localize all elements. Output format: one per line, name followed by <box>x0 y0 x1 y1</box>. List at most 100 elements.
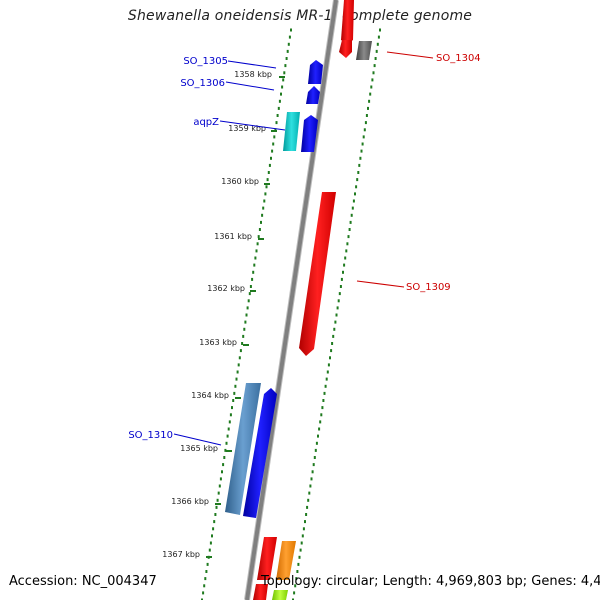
guide-dot <box>252 270 255 274</box>
map-title: Shewanella oneidensis MR-1, complete gen… <box>127 8 473 24</box>
tick-label-1362: 1362 kbp <box>207 284 245 293</box>
guide-dot <box>280 92 282 96</box>
guide-dot <box>233 391 236 395</box>
guide-dot <box>330 349 333 353</box>
guide-dot <box>268 163 271 167</box>
guide-dot <box>228 420 231 424</box>
guide-dot <box>277 106 280 110</box>
guide-dot <box>371 78 374 82</box>
guide-dot <box>377 35 380 39</box>
guide-dot <box>332 334 335 338</box>
guide-dot <box>320 413 323 417</box>
guide-dot <box>324 384 327 388</box>
guide-dot <box>287 42 290 46</box>
guide-dot <box>363 128 366 132</box>
guide-dot <box>237 363 240 367</box>
gene-SO_1304 <box>356 41 372 60</box>
guide-dot <box>212 527 215 531</box>
tick-1362: 1362 kbp <box>207 284 256 293</box>
label-SO_1305: SO_1305 <box>183 56 228 67</box>
guide-dot <box>329 356 331 360</box>
gene-blue-SO_1310-neighbor <box>243 388 277 518</box>
tick-1363: 1363 kbp <box>199 338 249 347</box>
tick-label-1366: 1366 kbp <box>171 497 209 506</box>
guide-dot <box>201 598 203 600</box>
guide-dot <box>222 463 225 467</box>
guide-dot <box>310 477 313 481</box>
tick-1361: 1361 kbp <box>214 232 264 241</box>
guide-dot <box>274 128 277 132</box>
guide-dot <box>344 256 347 260</box>
guide-dot <box>299 548 302 552</box>
guide-dot <box>251 277 254 281</box>
guide-dot <box>297 562 300 566</box>
topology-text: Topology: circular; Length: 4,969,803 bp… <box>261 574 600 589</box>
guide-dot <box>307 498 310 502</box>
guide-dot <box>217 491 220 495</box>
gene-SO_1310 <box>225 383 261 515</box>
gene-red-top <box>341 0 354 44</box>
guide-dot <box>244 320 247 324</box>
guide-dot <box>286 49 289 53</box>
guide-dot <box>239 349 242 353</box>
guide-dot <box>311 470 314 474</box>
gene-red-top-2 <box>339 40 352 58</box>
guide-dot <box>234 384 237 388</box>
tick-label-1358: 1358 kbp <box>234 70 272 79</box>
label-SO_1309: SO_1309 <box>406 282 451 293</box>
guide-dot <box>313 456 316 459</box>
guide-dot <box>281 85 284 89</box>
guide-dot <box>292 598 294 600</box>
guide-dot <box>203 584 206 588</box>
guide-dot <box>256 242 259 246</box>
guide-dot <box>338 292 341 296</box>
guide-dot <box>294 584 297 588</box>
guide-dot <box>257 235 260 239</box>
guide-dot <box>241 342 244 345</box>
guide-dot <box>205 570 208 573</box>
left-dotted-guide <box>201 28 292 600</box>
guide-dot <box>263 199 266 203</box>
guide-dot <box>323 391 326 395</box>
guide-dot <box>275 121 278 125</box>
guide-dot <box>334 320 337 324</box>
guide-dot <box>333 327 336 331</box>
guide-dot <box>356 178 359 182</box>
tick-1366: 1366 kbp <box>171 497 221 506</box>
guide-dot <box>255 249 258 253</box>
guide-dot <box>216 498 219 502</box>
guide-dot <box>260 220 262 224</box>
guide-dot <box>373 64 376 68</box>
guide-dot <box>340 277 343 281</box>
guide-dot <box>226 434 229 438</box>
guide-dot <box>315 441 318 445</box>
guide-dot <box>312 463 315 467</box>
tick-1360: 1360 kbp <box>221 177 270 186</box>
gene-SO_1306 <box>306 86 320 104</box>
guide-dot <box>270 156 272 160</box>
guide-dot <box>221 470 223 474</box>
gene-labels: SO_1305 SO_1306 aqpZ SO_1310 SO_1304 SO_… <box>128 51 481 446</box>
guide-dot <box>351 206 354 210</box>
guide-dot <box>349 220 352 224</box>
right-dotted-guide <box>292 28 381 600</box>
guide-dot <box>267 171 270 174</box>
tick-1364: 1364 kbp <box>191 391 241 400</box>
label-SO_1306: SO_1306 <box>180 78 225 89</box>
guide-dot <box>225 441 228 445</box>
guide-dot <box>283 71 286 75</box>
label-SO_1304: SO_1304 <box>436 53 481 64</box>
guide-dot <box>249 285 252 288</box>
guide-dot <box>242 334 245 338</box>
guide-dot <box>284 64 287 68</box>
guide-dot <box>317 434 319 438</box>
guide-dot <box>364 121 367 125</box>
accession-text: Accession: NC_004347 <box>9 574 157 589</box>
guide-dot <box>285 57 288 60</box>
guide-dot <box>354 192 356 196</box>
gene-blue-aqpZ-neighbor <box>301 115 318 152</box>
guide-dot <box>227 427 230 431</box>
tick-label-1363: 1363 kbp <box>199 338 237 347</box>
gene-aqpZ <box>283 112 300 151</box>
guide-dot <box>298 555 301 559</box>
